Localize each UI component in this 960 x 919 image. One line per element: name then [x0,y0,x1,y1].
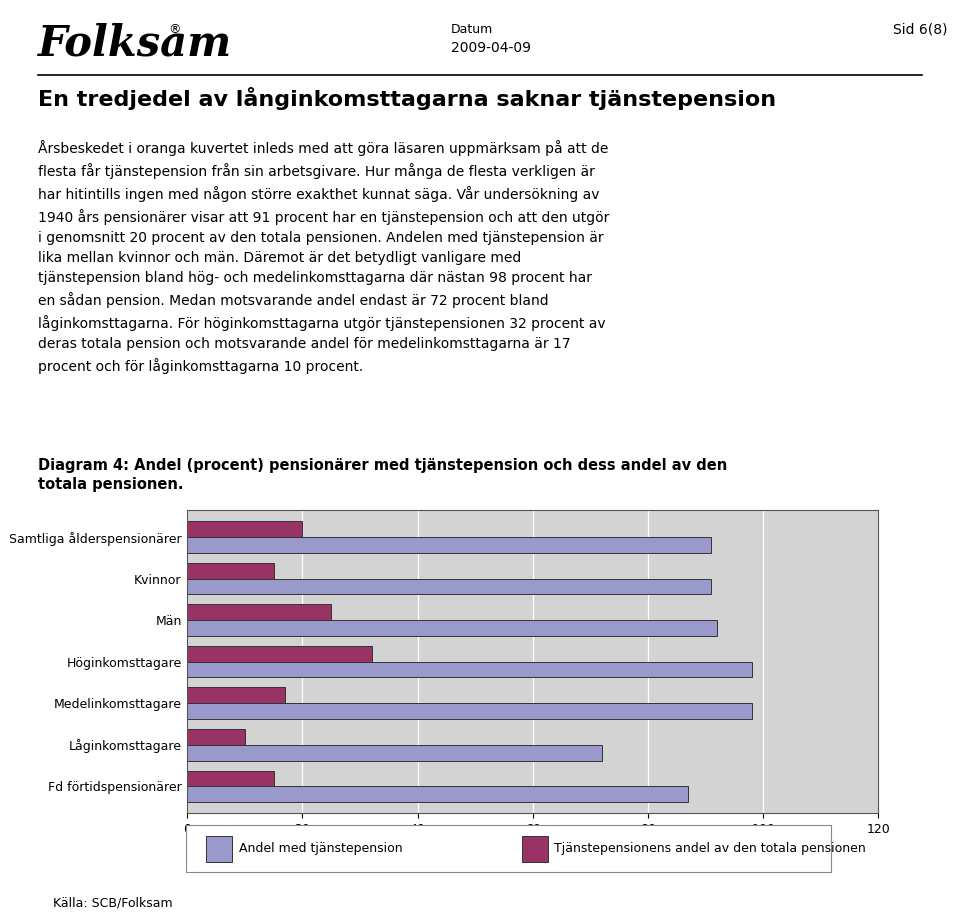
Bar [187,521,302,537]
Bar [187,537,711,553]
Bar [187,744,602,761]
Text: Diagram 4: Andel (procent) pensionärer med tjänstepension och dess andel av den
: Diagram 4: Andel (procent) pensionärer m… [38,458,728,493]
Bar [187,787,688,802]
Bar [187,620,717,636]
Bar [187,687,285,703]
Bar [187,646,372,662]
Bar [187,703,752,719]
Text: Sid 6(8): Sid 6(8) [893,23,948,37]
Bar [522,836,548,862]
Text: Datum: Datum [451,23,493,36]
Bar [187,770,274,787]
Text: Källa: SCB/Folksam: Källa: SCB/Folksam [53,896,173,909]
FancyBboxPatch shape [186,825,831,872]
Bar [187,729,245,744]
Bar [187,579,711,595]
Text: Tjänstepensionens andel av den totala pensionen: Tjänstepensionens andel av den totala pe… [555,842,866,855]
Text: Folksam: Folksam [38,23,232,65]
Bar [187,605,331,620]
Bar [187,562,274,579]
Text: ®: ® [168,23,180,36]
Bar [187,662,752,677]
Text: Andel med tjänstepension: Andel med tjänstepension [239,842,402,855]
Text: En tredjedel av långinkomsttagarna saknar tjänstepension: En tredjedel av långinkomsttagarna sakna… [38,87,777,110]
Text: 2009-04-09: 2009-04-09 [451,41,531,55]
Text: Årsbeskedet i oranga kuvertet inleds med att göra läsaren uppmärksam på att de
f: Årsbeskedet i oranga kuvertet inleds med… [38,140,610,374]
Bar [206,836,232,862]
